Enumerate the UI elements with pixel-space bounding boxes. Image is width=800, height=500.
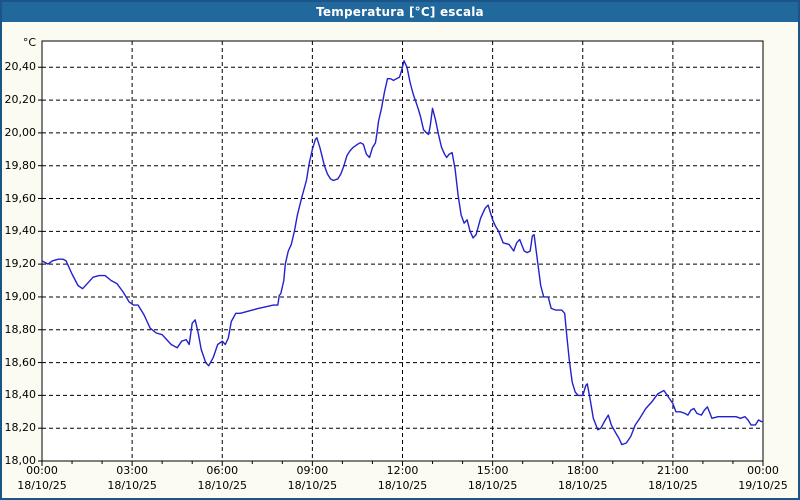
x-axis-date-label: 18/10/25	[107, 479, 157, 492]
y-axis-label: 19,40	[4, 224, 37, 238]
x-axis-date-label: 18/10/25	[197, 479, 247, 492]
x-axis-time-label: 21:00	[657, 464, 689, 477]
y-axis-label: 19,60	[4, 191, 37, 205]
y-axis-unit-label: °C	[22, 36, 36, 49]
x-axis-time-label: 15:00	[476, 464, 509, 477]
x-axis-date-label: 18/10/25	[17, 479, 67, 492]
y-axis-label: 20,00	[4, 125, 37, 139]
x-axis-date-label: 18/10/25	[648, 479, 698, 492]
y-axis-label: 18,60	[4, 355, 37, 369]
x-axis-time-label: 03:00	[116, 464, 148, 477]
x-axis-date-label: 18/10/25	[558, 479, 608, 492]
y-axis-label: 18,00	[4, 454, 37, 467]
x-axis-time-label: 00:00	[747, 464, 779, 477]
y-axis-label: 20,40	[4, 60, 37, 74]
y-axis-label: 18,20	[4, 421, 37, 435]
x-axis-time-label: 18:00	[566, 464, 599, 477]
y-axis-label: 19,00	[4, 289, 37, 303]
x-axis-date-label: 18/10/25	[467, 479, 518, 492]
x-axis-time-label: 12:00	[386, 464, 419, 477]
window-title: Temperatura [°C] escala	[316, 5, 484, 19]
x-axis-date-label: 18/10/25	[377, 479, 428, 492]
y-axis-label: 19,20	[4, 257, 37, 271]
temperature-line	[41, 60, 764, 446]
x-axis-time-label: 00:00	[26, 464, 58, 477]
y-axis-label: 20,20	[4, 93, 37, 107]
x-axis-time-label: 09:00	[296, 464, 329, 477]
y-axis-label: 18,80	[4, 322, 37, 336]
x-axis-date-label: 19/10/25	[738, 479, 788, 492]
y-axis-label: 18,40	[4, 388, 37, 402]
x-axis-date-label: 18/10/25	[287, 479, 338, 492]
x-axis-time-label: 06:00	[206, 464, 239, 477]
y-axis-label: 19,80	[4, 158, 37, 172]
title-bar[interactable]: Temperatura [°C] escala	[2, 2, 798, 22]
